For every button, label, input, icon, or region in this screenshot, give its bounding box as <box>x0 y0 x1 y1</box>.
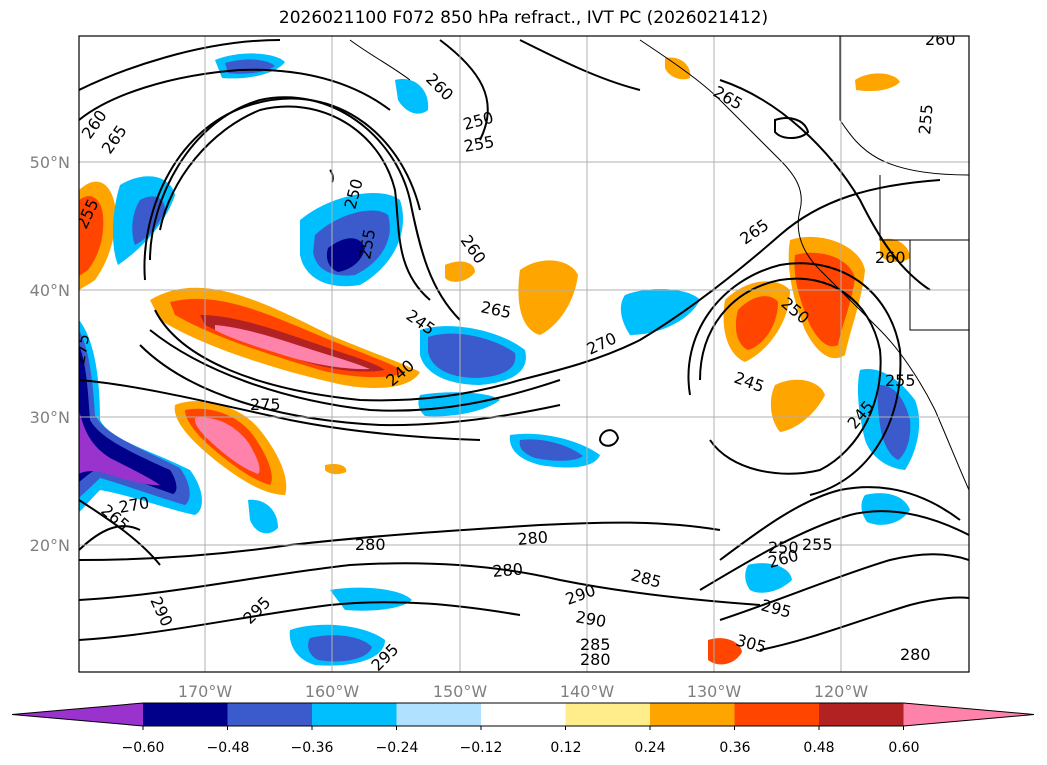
colorbar-segments <box>12 703 1034 726</box>
colorbar-segment <box>903 703 1034 726</box>
colorbar-label: 0.24 <box>634 740 665 756</box>
lon-label-130w: 130°W <box>687 682 742 701</box>
colorbar-segment <box>227 703 313 726</box>
colorbar-segment <box>650 703 735 726</box>
colorbar-labels: −0.60 −0.48 −0.36 −0.24 −0.12 0.12 0.24 … <box>122 740 920 756</box>
contour-label: 255 <box>915 103 937 135</box>
contour-label: 280 <box>517 527 549 549</box>
coastlines <box>349 36 969 491</box>
map-title: 2026021100 F072 850 hPa refract., IVT PC… <box>278 8 769 28</box>
lat-label-50n: 50°N <box>30 153 70 172</box>
contour-label: 285 <box>580 635 611 654</box>
latitude-labels: 50°N 40°N 30°N 20°N <box>30 153 70 555</box>
colorbar-segment <box>565 703 651 726</box>
contour-labels: 260 265 255 250 255 260 250 255 260 265 … <box>79 30 956 672</box>
colorbar-label: −0.36 <box>291 740 334 756</box>
contour-label: 260 <box>875 248 906 267</box>
lat-label-30n: 30°N <box>30 408 70 427</box>
contour-label: 280 <box>492 559 524 581</box>
lon-label-170w: 170°W <box>178 682 233 701</box>
colorbar-frame <box>11 702 1035 727</box>
contour-label: 255 <box>885 371 916 390</box>
colorbar-label: −0.24 <box>376 740 419 756</box>
lon-label-160w: 160°W <box>305 682 360 701</box>
colorbar-tick-marks <box>142 726 904 730</box>
contour-label: 280 <box>355 535 386 554</box>
contour-label: 280 <box>900 645 931 664</box>
contour-label: 255 <box>802 535 833 554</box>
colorbar-label: −0.48 <box>207 740 250 756</box>
colorbar-label: 0.48 <box>803 740 834 756</box>
shaded-anomalies <box>79 53 920 666</box>
colorbar-label: −0.60 <box>122 740 165 756</box>
colorbar: −0.60 −0.48 −0.36 −0.24 −0.12 0.12 0.24 … <box>11 702 1035 756</box>
colorbar-label: 0.60 <box>888 740 919 756</box>
contour-label: 280 <box>580 650 611 669</box>
lon-label-140w: 140°W <box>560 682 615 701</box>
lon-label-120w: 120°W <box>814 682 869 701</box>
lat-label-20n: 20°N <box>30 536 70 555</box>
colorbar-label: −0.12 <box>460 740 503 756</box>
colorbar-segment <box>312 703 397 726</box>
contour-label: 260 <box>925 30 956 49</box>
colorbar-segment <box>819 703 904 726</box>
contour-label: 250 <box>768 538 799 557</box>
colorbar-label: 0.36 <box>719 740 750 756</box>
lon-label-150w: 150°W <box>433 682 488 701</box>
colorbar-segment <box>481 703 566 726</box>
plot-frame <box>78 35 970 673</box>
colorbar-segment <box>12 703 143 726</box>
colorbar-segment <box>396 703 482 726</box>
lat-label-40n: 40°N <box>30 281 70 300</box>
gridlines <box>79 36 969 672</box>
colorbar-segment <box>734 703 820 726</box>
colorbar-segment <box>143 703 228 726</box>
contour-label: 275 <box>250 395 281 414</box>
colorbar-label: 0.12 <box>550 740 581 756</box>
longitude-labels: 170°W 160°W 150°W 140°W 130°W 120°W <box>178 682 869 701</box>
